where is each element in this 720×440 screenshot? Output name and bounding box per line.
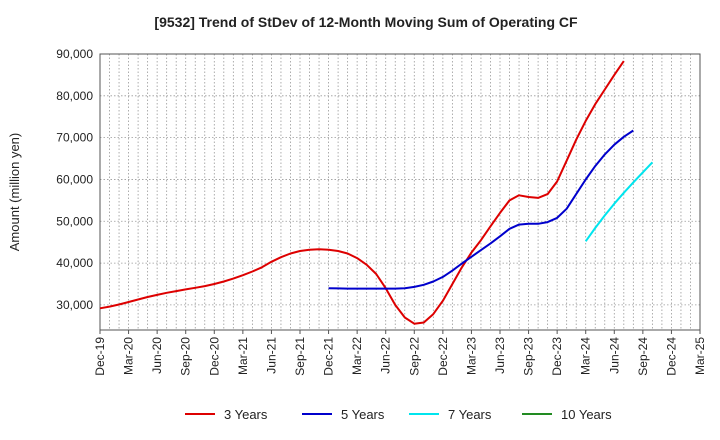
y-tick-label: 90,000	[56, 47, 93, 61]
x-tick-label: Dec-19	[93, 337, 107, 376]
y-tick-label: 60,000	[56, 172, 93, 186]
x-tick-label: Dec-22	[436, 337, 450, 376]
legend-label: 10 Years	[561, 407, 612, 422]
x-tick-label: Dec-20	[207, 337, 221, 376]
x-tick-label: Mar-24	[579, 337, 593, 375]
legend-label: 5 Years	[341, 407, 385, 422]
x-tick-label: Sep-24	[636, 337, 650, 376]
legend: 3 Years 5 Years 7 Years 10 Years	[185, 407, 612, 422]
x-tick-label: Mar-23	[464, 337, 478, 375]
series	[99, 60, 654, 325]
series-line-7-years	[584, 161, 654, 242]
x-tick-label: Mar-21	[236, 337, 250, 375]
x-tick-label: Dec-23	[550, 337, 564, 376]
x-tick-label: Dec-24	[664, 337, 678, 376]
x-tick-label: Sep-20	[179, 337, 193, 376]
legend-label: 3 Years	[224, 407, 268, 422]
x-tick-label: Dec-21	[322, 337, 336, 376]
y-tick-label: 50,000	[56, 214, 93, 228]
plot-frame	[99, 53, 701, 331]
y-axis: 30,000 40,000 50,000 60,000 70,000 80,000 90,0…	[56, 47, 93, 312]
x-tick-label: Sep-23	[522, 337, 536, 376]
series-line-5-years	[328, 129, 634, 290]
x-tick-label: Sep-21	[293, 337, 307, 376]
x-tick-label: Mar-22	[350, 337, 364, 375]
chart-title: [9532] Trend of StDev of 12-Month Moving…	[154, 14, 578, 30]
y-tick-label: 40,000	[56, 256, 93, 270]
x-tick-label: Mar-20	[122, 337, 136, 375]
x-tick-label: Jun-22	[379, 337, 393, 374]
grid	[100, 53, 700, 330]
y-tick-label: 30,000	[56, 298, 93, 312]
y-tick-label: 70,000	[56, 131, 93, 145]
legend-label: 7 Years	[448, 407, 492, 422]
series-line-3-years	[99, 60, 625, 325]
x-tick-label: Sep-22	[407, 337, 421, 376]
y-axis-label: Amount (million yen)	[7, 133, 22, 252]
x-axis: Dec-19 Mar-20 Jun-20 Sep-20 Dec-20 Mar-21 Jun-…	[93, 330, 707, 376]
x-tick-label: Jun-23	[493, 337, 507, 374]
y-tick-label: 80,000	[56, 89, 93, 103]
x-tick-label: Mar-25	[693, 337, 707, 375]
x-tick-label: Jun-24	[607, 337, 621, 374]
x-tick-label: Jun-20	[150, 337, 164, 374]
x-tick-label: Jun-21	[264, 337, 278, 374]
